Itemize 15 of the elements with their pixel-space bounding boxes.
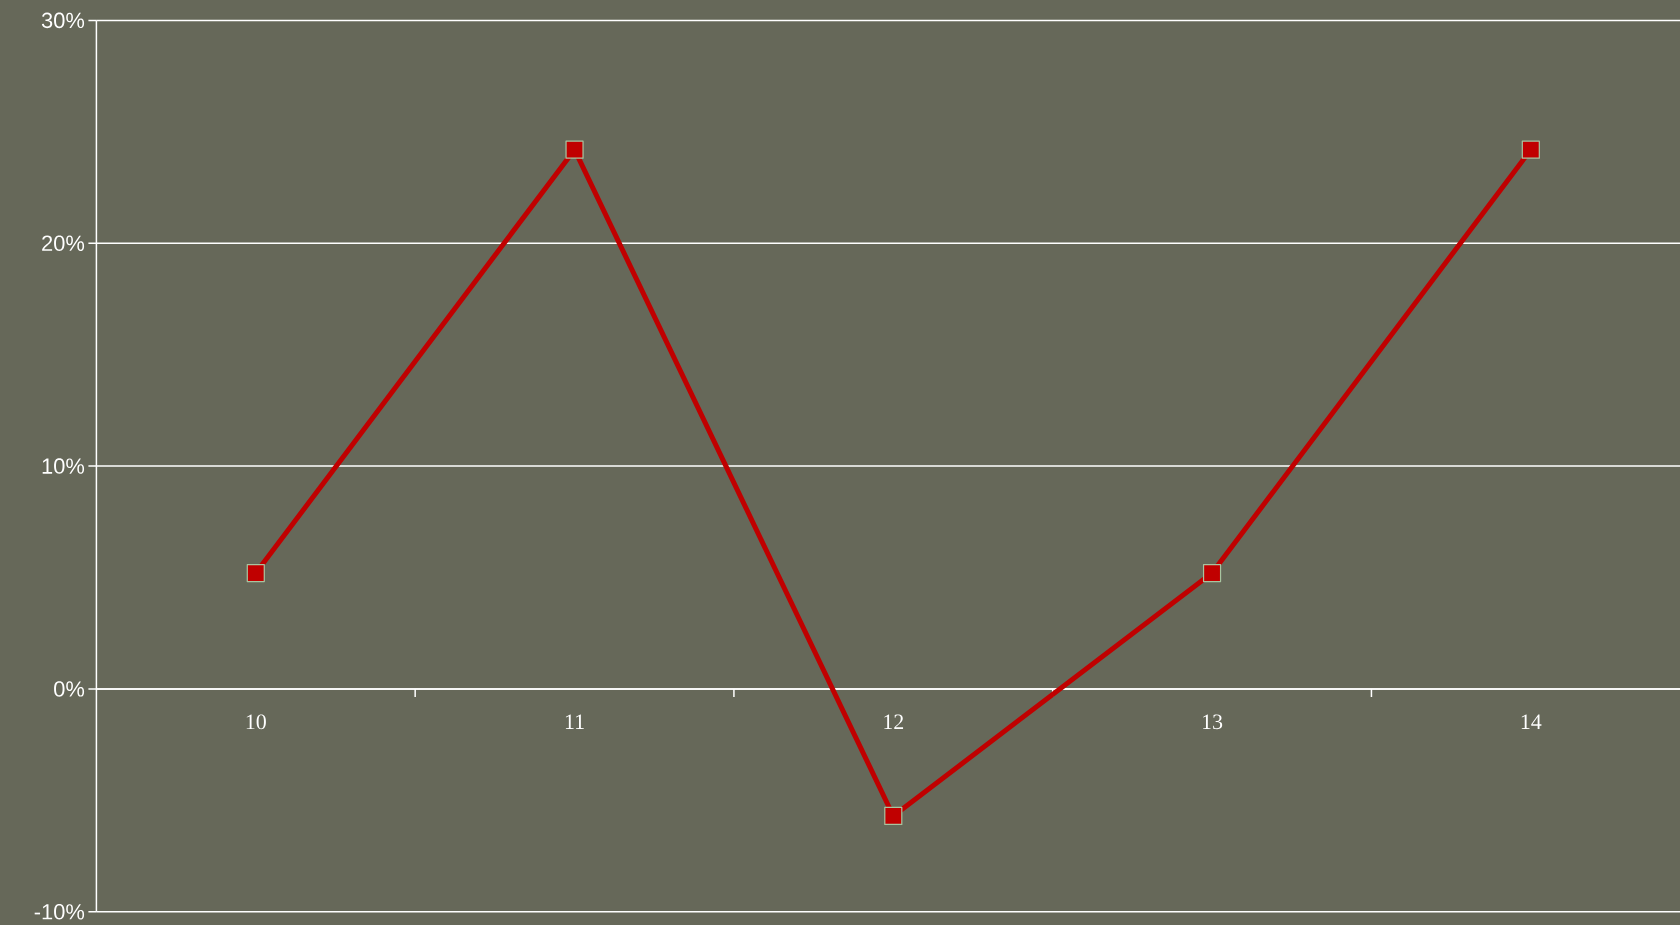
point xyxy=(1521,140,1540,159)
point xyxy=(246,563,265,583)
point xyxy=(565,140,584,159)
y-tick-label: 0% xyxy=(54,681,85,697)
y-tick-label: 10% xyxy=(42,458,85,474)
y-tick-label: 30% xyxy=(41,12,85,29)
x-tick-label: 13 xyxy=(1203,714,1223,730)
point xyxy=(884,806,903,826)
x-tick-label: 12 xyxy=(884,714,904,729)
x-tick-label: 14 xyxy=(1521,714,1542,729)
x-tick-label: 11 xyxy=(565,714,584,729)
x-tick-label: 10 xyxy=(246,714,266,730)
point xyxy=(1202,563,1222,583)
y-tick-label: 20% xyxy=(42,235,85,251)
y-tick-label: -10% xyxy=(34,904,85,920)
